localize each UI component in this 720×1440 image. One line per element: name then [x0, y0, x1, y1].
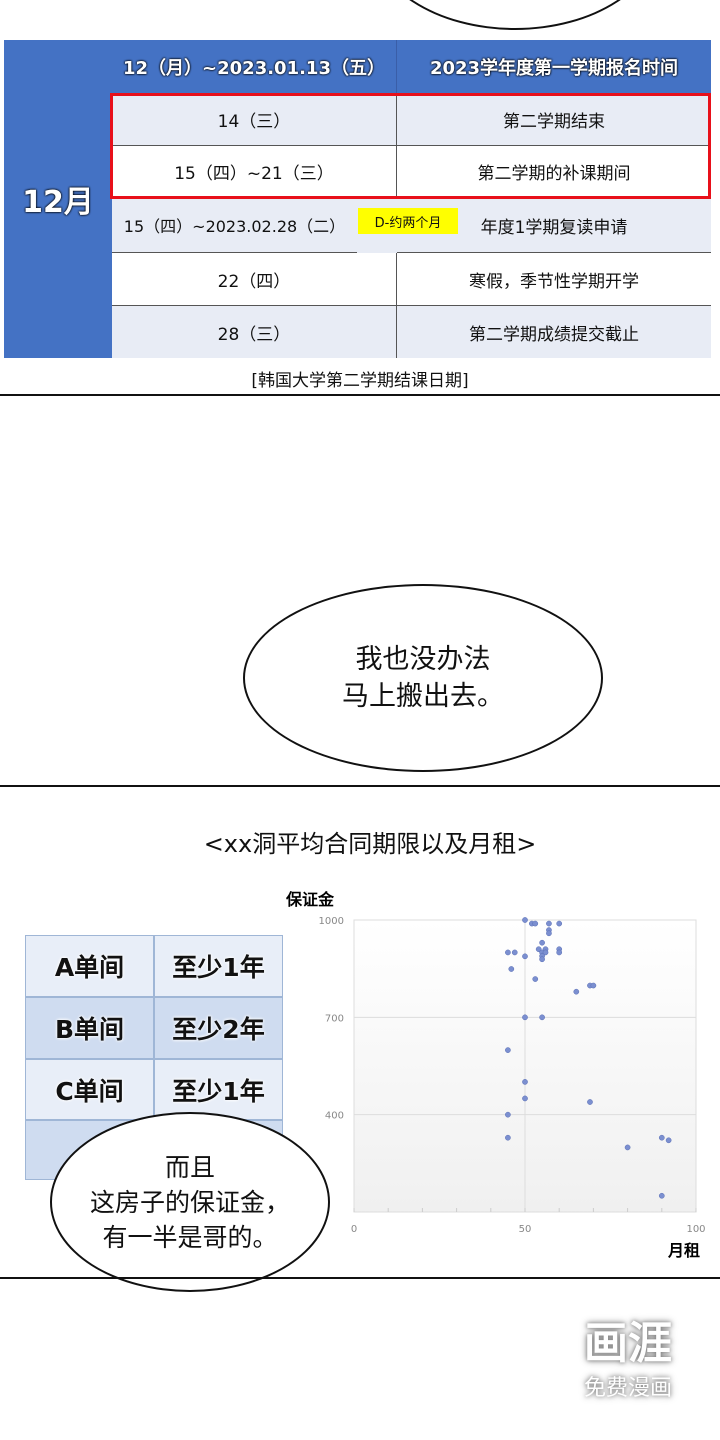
bubble-line: 有一半是哥的。	[102, 1222, 278, 1252]
data-point	[508, 966, 515, 972]
data-point	[505, 1134, 511, 1141]
data-point	[505, 1047, 511, 1053]
data-point	[539, 956, 545, 963]
x-axis-label: 月租	[667, 1241, 700, 1260]
data-point	[590, 982, 597, 989]
row-event: 寒假，季节性学期开学	[397, 253, 711, 306]
data-point	[532, 976, 539, 982]
room-term: 至少1年	[154, 935, 283, 997]
data-point	[505, 949, 511, 956]
panel-divider	[0, 394, 720, 396]
y-tick-label: 700	[325, 1013, 344, 1024]
data-point	[522, 1014, 528, 1021]
data-point	[546, 930, 552, 937]
speech-bubble: 而且 这房子的保证金， 有一半是哥的。	[50, 1112, 330, 1292]
watermark-tagline: 免费漫画	[583, 1376, 672, 1401]
data-point	[573, 988, 580, 995]
data-point	[522, 953, 528, 960]
calendar-table: 12月 12（月）~2023.01.13（五） 2023学年度第一学期报名时间 …	[4, 40, 711, 358]
x-tick-label: 0	[351, 1224, 357, 1235]
data-point	[546, 920, 552, 927]
x-tick-label: 100	[686, 1224, 705, 1235]
table-row: 15（四）~2023.02.28（二） D-约两个月 年度1学期复读申请	[112, 198, 711, 253]
bubble-line: 马上搬出去。	[342, 681, 504, 712]
bubble-line: 而且	[164, 1152, 215, 1182]
table-row: 22（四） 寒假，季节性学期开学	[112, 253, 711, 306]
header-event: 2023学年度第一学期报名时间	[429, 58, 679, 79]
row-date: 22（四）	[112, 253, 397, 306]
data-point	[539, 939, 545, 946]
watermark-logo: 画涯 免费漫画	[568, 1318, 688, 1402]
row-date: 15（四）~2023.02.28（二）	[112, 198, 357, 253]
month-label: 12月	[22, 185, 94, 220]
room-name: C单间	[25, 1059, 154, 1120]
chart-title: <xx洞平均合同期限以及月租>	[203, 830, 537, 858]
data-point	[542, 949, 549, 956]
row-event: 第二学期成绩提交截止	[469, 324, 639, 345]
data-point	[522, 917, 528, 923]
room-term: 至少1年	[154, 1059, 283, 1120]
scatter-chart: 保证金 月租 400 700 1000 0 50 100	[285, 890, 706, 1260]
data-point	[505, 1111, 511, 1118]
header-date: 12（月）~2023.01.13（五）	[112, 40, 397, 94]
data-point	[522, 1095, 528, 1102]
watermark-title: 画涯	[584, 1318, 672, 1369]
header-row: 12（月）~2023.01.13（五） 2023学年度第一学期报名时间	[112, 40, 711, 94]
data-point	[665, 1137, 672, 1144]
data-point	[522, 1079, 528, 1085]
lease-table: A单间 至少1年 B单间 至少2年 C单间 至少1年	[25, 935, 283, 1180]
data-point	[556, 949, 563, 956]
panel-divider	[0, 1277, 720, 1279]
row-event: 第二学期结束	[397, 94, 711, 146]
data-point	[658, 1134, 665, 1141]
row-date: 14（三）	[112, 94, 397, 146]
room-name: B单间	[25, 997, 154, 1059]
speech-bubble-top	[370, 0, 660, 30]
table-body: 14（三） 第二学期结束 15（四）~21（三） 第二学期的补课期间 15（四）…	[112, 94, 711, 358]
row-date: 28（三）	[112, 306, 397, 358]
table-row: 28（三） 第二学期成绩提交截止	[112, 306, 711, 358]
data-point	[624, 1144, 631, 1151]
bubble-line: 这房子的保证金，	[89, 1187, 290, 1217]
speech-bubble: 我也没办法 马上搬出去。	[243, 584, 603, 772]
room-name: A单间	[25, 935, 154, 997]
data-point	[587, 1099, 593, 1105]
data-point	[532, 920, 539, 927]
y-tick-label: 400	[325, 1111, 344, 1122]
table-caption: [韩国大学第二学期结课日期]	[251, 371, 469, 391]
table-row: 15（四）~21（三） 第二学期的补课期间	[112, 146, 711, 198]
bubble-line: 我也没办法	[355, 644, 491, 675]
table-row: 14（三） 第二学期结束	[112, 94, 711, 146]
duration-badge: D-约两个月	[358, 208, 458, 234]
data-point	[658, 1192, 665, 1199]
highlight-box	[110, 93, 711, 199]
panel-divider	[0, 785, 720, 787]
data-point	[535, 946, 542, 953]
y-tick-label: 1000	[319, 916, 344, 927]
x-tick-label: 50	[519, 1224, 532, 1235]
data-point	[511, 949, 518, 956]
data-point	[539, 1014, 545, 1021]
data-point	[556, 920, 563, 927]
row-event: 年度1学期复读申请	[397, 198, 711, 253]
y-axis-label: 保证金	[285, 890, 335, 909]
room-term: 至少2年	[154, 997, 283, 1059]
